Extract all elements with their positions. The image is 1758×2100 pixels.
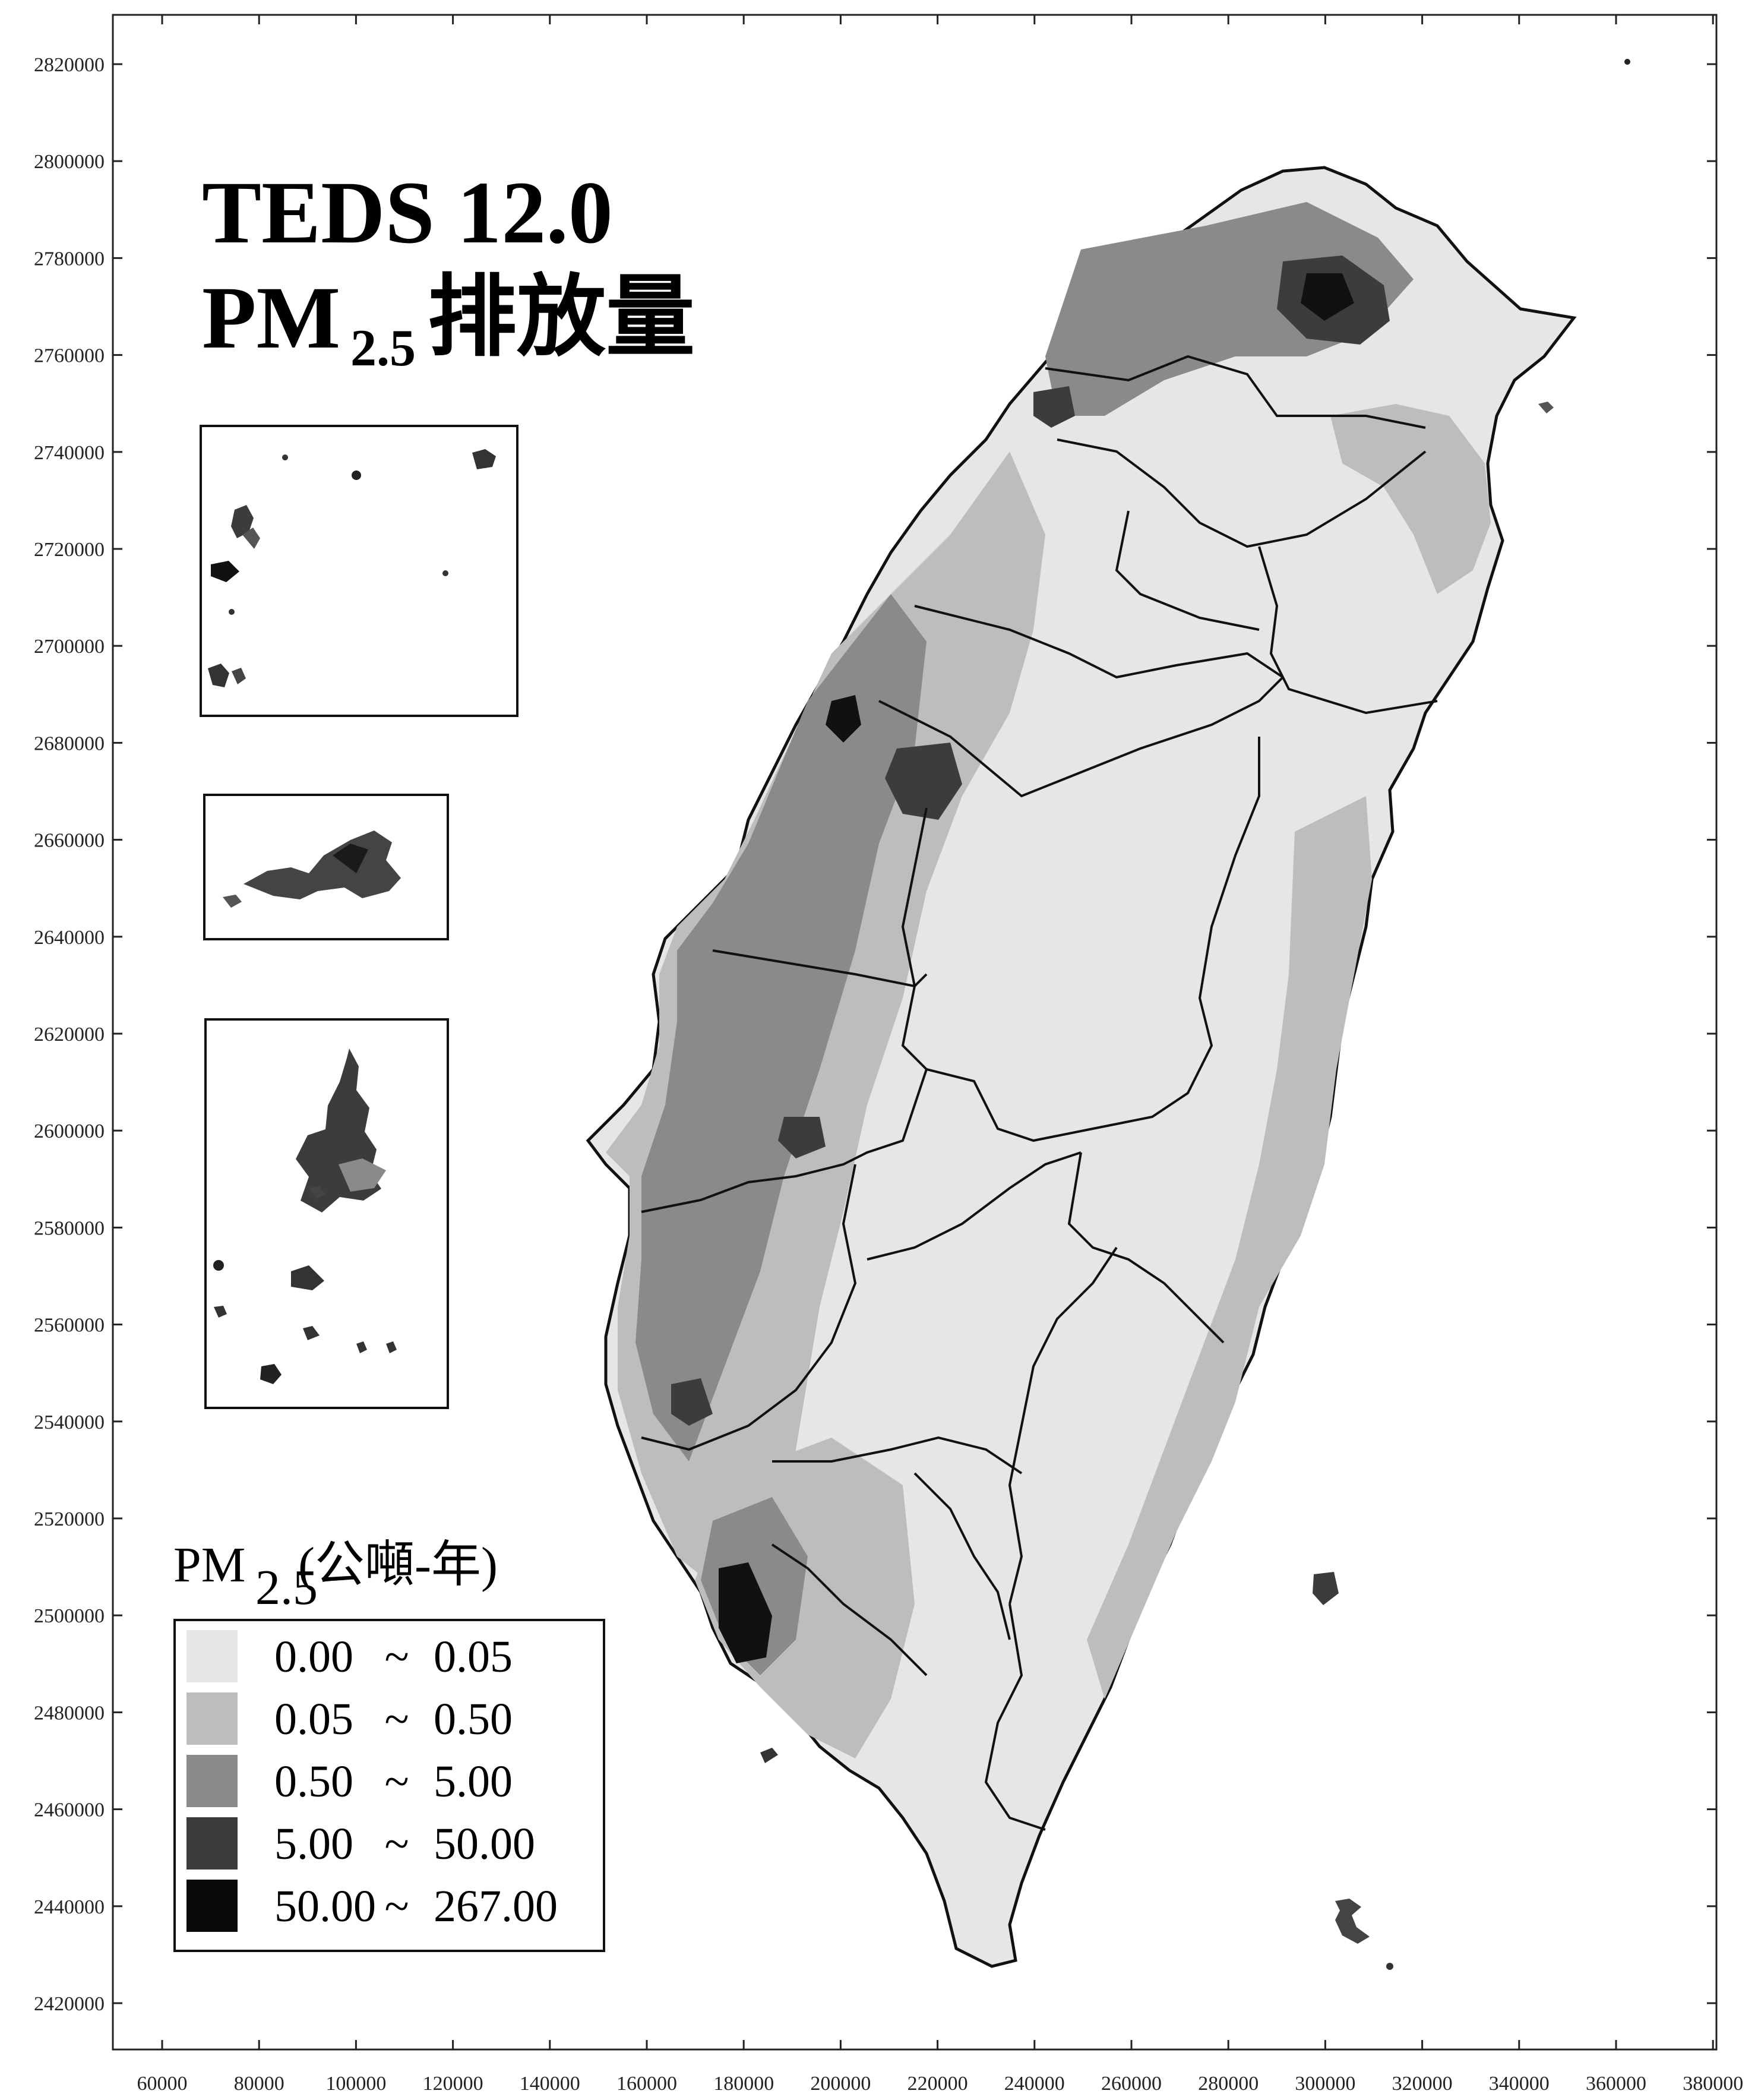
x-tick-label: 360000 (1586, 2073, 1646, 2095)
x-tick-label: 280000 (1198, 2073, 1259, 2095)
y-tick-label: 2440000 (34, 1896, 105, 1918)
y-tick-label: 2780000 (34, 248, 105, 270)
y-tick-label: 2700000 (34, 636, 105, 658)
legend-swatch (186, 1755, 238, 1807)
x-tick-label: 200000 (810, 2073, 871, 2095)
map-title-line1: TEDS 12.0 (202, 163, 613, 262)
x-axis: 60000 80000 100000 120000 140000 160000 180000… (137, 15, 1743, 2095)
x-tick-label: 340000 (1489, 2073, 1550, 2095)
legend-box (173, 1619, 605, 1952)
y-tick-label: 2820000 (34, 54, 105, 76)
y-tick-label: 2620000 (34, 1024, 105, 1046)
x-tick-label: 140000 (520, 2073, 580, 2095)
x-tick-label: 380000 (1683, 2073, 1743, 2095)
inset-matsu (200, 425, 518, 717)
legend-sep: ~ (384, 1757, 409, 1807)
legend-title-subscript: 2.5 (255, 1560, 318, 1615)
x-tick-label: 240000 (1004, 2073, 1065, 2095)
legend-low: 5.00 (274, 1819, 353, 1869)
x-tick-label: 300000 (1295, 2073, 1355, 2095)
legend-high: 5.00 (434, 1757, 513, 1807)
title-emission: 排放量 (428, 269, 695, 367)
legend-high: 0.50 (434, 1694, 513, 1744)
y-tick-label: 2580000 (34, 1217, 105, 1239)
legend-title-unit: (公噸-年) (298, 1537, 498, 1593)
y-tick-label: 2800000 (34, 151, 105, 173)
legend-sep: ~ (384, 1881, 409, 1931)
y-tick-label: 2740000 (34, 442, 105, 464)
y-tick-label: 2560000 (34, 1315, 105, 1337)
y-tick-label: 2520000 (34, 1508, 105, 1530)
legend-swatch (186, 1692, 238, 1745)
y-tick-label: 2680000 (34, 732, 105, 754)
x-tick-label: 120000 (423, 2073, 483, 2095)
x-tick-label: 80000 (234, 2073, 284, 2095)
x-tick-label: 60000 (137, 2073, 188, 2095)
title-pm: PM (202, 269, 340, 367)
legend-high: 0.05 (434, 1632, 513, 1682)
legend-swatch (186, 1880, 238, 1932)
y-tick-label: 2720000 (34, 539, 105, 561)
legend-title-pm: PM (173, 1537, 245, 1593)
y-tick-label: 2480000 (34, 1702, 105, 1724)
legend-sep: ~ (384, 1819, 409, 1869)
legend-sep: ~ (384, 1694, 409, 1744)
legend-low: 50.00 (274, 1881, 376, 1931)
x-tick-label: 160000 (616, 2073, 677, 2095)
legend-swatch (186, 1817, 238, 1870)
y-tick-label: 2500000 (34, 1605, 105, 1627)
legend-low: 0.00 (274, 1632, 353, 1682)
y-tick-label: 2660000 (34, 830, 105, 852)
legend-low: 0.05 (274, 1694, 353, 1744)
y-tick-label: 2540000 (34, 1411, 105, 1433)
inset-kinmen (203, 794, 449, 940)
x-tick-label: 320000 (1392, 2073, 1453, 2095)
taiwan-main-island (586, 59, 1630, 1970)
y-tick-label: 2760000 (34, 345, 105, 367)
x-tick-label: 220000 (908, 2073, 968, 2095)
legend-rows: 0.00 ~0.05 0.05 ~0.50 0.50 ~5.00 5.00 ~50.00 50.… (186, 1630, 558, 1932)
legend-low: 0.50 (274, 1757, 353, 1807)
legend-sep: ~ (384, 1632, 409, 1682)
y-tick-label: 2460000 (34, 1799, 105, 1821)
legend: PM 2.5 (公噸-年) 0.00 ~0.05 0.05 ~0.50 0.50 ~5.0… (173, 1537, 605, 1952)
x-tick-label: 100000 (325, 2073, 386, 2095)
y-tick-label: 2420000 (34, 1993, 105, 2015)
legend-swatch (186, 1630, 238, 1682)
legend-high: 50.00 (434, 1819, 535, 1869)
map-title-line2: PM 2.5 排放量 (202, 269, 695, 377)
x-tick-label: 180000 (713, 2073, 774, 2095)
y-tick-label: 2640000 (34, 927, 105, 949)
y-tick-label: 2600000 (34, 1120, 105, 1142)
legend-high: 267.00 (434, 1881, 558, 1931)
inset-penghu (204, 1018, 449, 1409)
y-axis: 2820000 2800000 2780000 2760000 2740000 27200… (34, 54, 1716, 2015)
title-pm-subscript: 2.5 (350, 320, 416, 377)
x-tick-label: 260000 (1101, 2073, 1162, 2095)
